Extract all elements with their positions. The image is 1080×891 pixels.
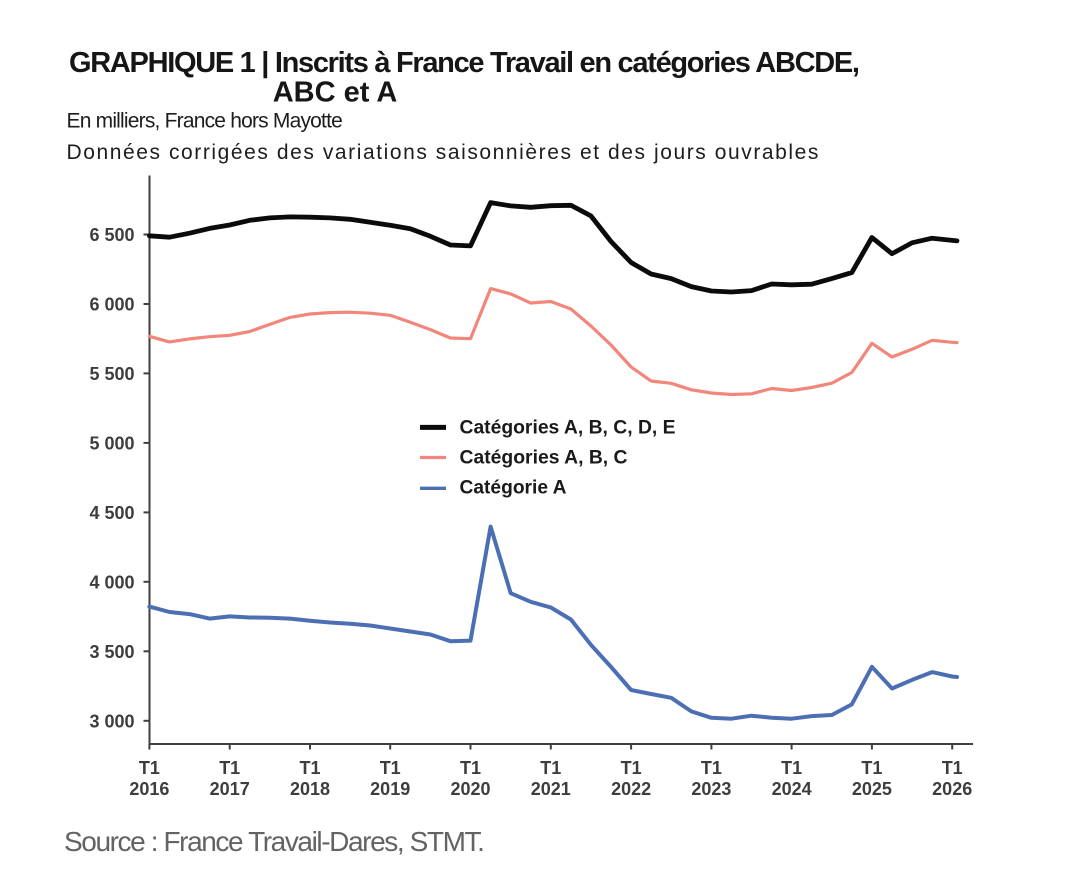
svg-text:Données corrigées des variatio: Données corrigées des variations saisonn… — [67, 141, 820, 164]
svg-text:T1: T1 — [942, 758, 963, 778]
svg-text:T1: T1 — [621, 758, 642, 778]
svg-text:T1: T1 — [299, 758, 320, 778]
svg-text:2026: 2026 — [932, 779, 972, 799]
svg-text:2017: 2017 — [210, 779, 250, 799]
svg-text:T1: T1 — [861, 758, 882, 778]
svg-text:2016: 2016 — [129, 779, 169, 799]
svg-text:2023: 2023 — [691, 779, 731, 799]
svg-text:Catégorie A: Catégorie A — [460, 478, 567, 499]
svg-text:T1: T1 — [540, 758, 561, 778]
svg-text:2018: 2018 — [290, 779, 330, 799]
svg-text:2019: 2019 — [370, 779, 410, 799]
svg-text:T1: T1 — [139, 758, 160, 778]
svg-text:4 000: 4 000 — [89, 572, 134, 592]
svg-text:2020: 2020 — [450, 779, 490, 799]
svg-text:T1: T1 — [701, 758, 722, 778]
svg-text:T1: T1 — [781, 758, 802, 778]
svg-text:T1: T1 — [219, 758, 240, 778]
svg-text:2025: 2025 — [852, 779, 892, 799]
svg-text:T1: T1 — [380, 758, 401, 778]
svg-text:Catégories A, B, C, D, E: Catégories A, B, C, D, E — [460, 418, 676, 439]
svg-text:3 500: 3 500 — [89, 642, 134, 662]
svg-text:T1: T1 — [460, 758, 481, 778]
svg-text:ABC et A: ABC et A — [273, 76, 398, 108]
svg-text:Catégories A, B, C: Catégories A, B, C — [460, 448, 628, 469]
svg-text:5 500: 5 500 — [89, 364, 134, 384]
svg-text:En milliers, France hors Mayot: En milliers, France hors Mayotte — [67, 110, 343, 133]
svg-text:5 000: 5 000 — [89, 434, 134, 454]
svg-text:2024: 2024 — [772, 779, 812, 799]
svg-text:3 000: 3 000 — [89, 711, 134, 731]
svg-text:Source : France Travail-Dares,: Source : France Travail-Dares, STMT. — [64, 826, 484, 857]
svg-text:6 000: 6 000 — [89, 295, 134, 315]
svg-text:6 500: 6 500 — [89, 225, 134, 245]
svg-text:GRAPHIQUE 1 | Inscrits à Franc: GRAPHIQUE 1 | Inscrits à France Travail … — [69, 47, 859, 79]
svg-text:4 500: 4 500 — [89, 503, 134, 523]
svg-text:2022: 2022 — [611, 779, 651, 799]
svg-text:2021: 2021 — [531, 779, 571, 799]
